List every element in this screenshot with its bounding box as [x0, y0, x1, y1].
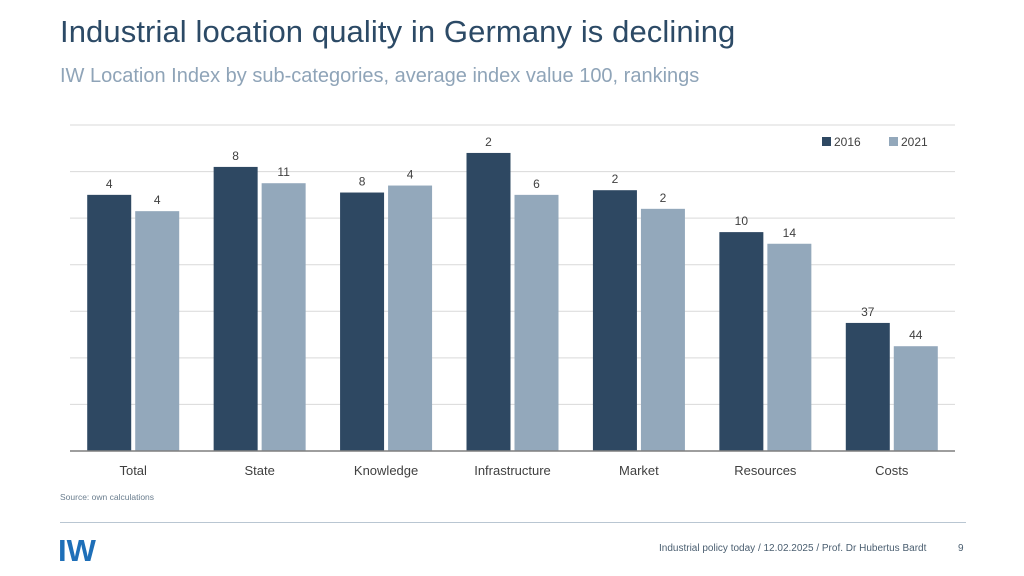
legend-swatch-2021 [889, 137, 898, 146]
x-tick-label: Costs [875, 463, 909, 478]
footer-divider [60, 522, 966, 523]
x-tick-label: Market [619, 463, 659, 478]
x-tick-label: Resources [734, 463, 797, 478]
x-tick-label: State [244, 463, 274, 478]
data-label: 2 [660, 191, 667, 205]
data-label: 4 [106, 177, 113, 191]
bar-2016 [213, 166, 258, 451]
legend-swatch-2016 [822, 137, 831, 146]
source-note: Source: own calculations [60, 492, 155, 502]
bar-2016 [87, 194, 132, 451]
bar-2016 [592, 190, 637, 451]
bar-2021 [767, 243, 812, 451]
bar-2016 [719, 232, 764, 451]
x-tick-label: Infrastructure [474, 463, 551, 478]
data-label: 2 [485, 135, 492, 149]
bar-2021 [514, 194, 559, 451]
x-tick-label: Total [119, 463, 147, 478]
page-title: Industrial location quality in Germany i… [60, 14, 736, 49]
data-label: 8 [359, 175, 366, 189]
chart-subtitle: IW Location Index by sub-categories, ave… [60, 65, 700, 87]
bar-2021 [893, 346, 938, 451]
bar-2021 [388, 185, 433, 452]
data-label: 11 [277, 165, 290, 179]
iw-logo-text: IW [58, 535, 97, 563]
bar-2016 [340, 192, 385, 451]
data-label: 4 [154, 193, 161, 207]
data-label: 10 [735, 214, 749, 228]
data-label: 14 [783, 226, 797, 240]
page-number: 9 [958, 543, 964, 554]
bar-2021 [135, 211, 180, 451]
data-label: 44 [909, 328, 923, 342]
legend-label: 2016 [834, 135, 861, 149]
data-label: 6 [533, 177, 540, 191]
data-label: 2 [612, 172, 619, 186]
footer-text: Industrial policy today / 12.02.2025 / P… [659, 543, 927, 554]
bar-2016 [466, 152, 511, 451]
x-tick-label: Knowledge [354, 463, 418, 478]
data-label: 4 [407, 168, 414, 182]
iw-logo: IW [58, 535, 97, 563]
bar-2021 [261, 183, 306, 451]
legend-label: 2021 [901, 135, 928, 149]
data-label: 37 [861, 305, 875, 319]
data-label: 8 [232, 149, 239, 163]
bar-2021 [640, 208, 685, 451]
bar-2016 [845, 322, 890, 451]
